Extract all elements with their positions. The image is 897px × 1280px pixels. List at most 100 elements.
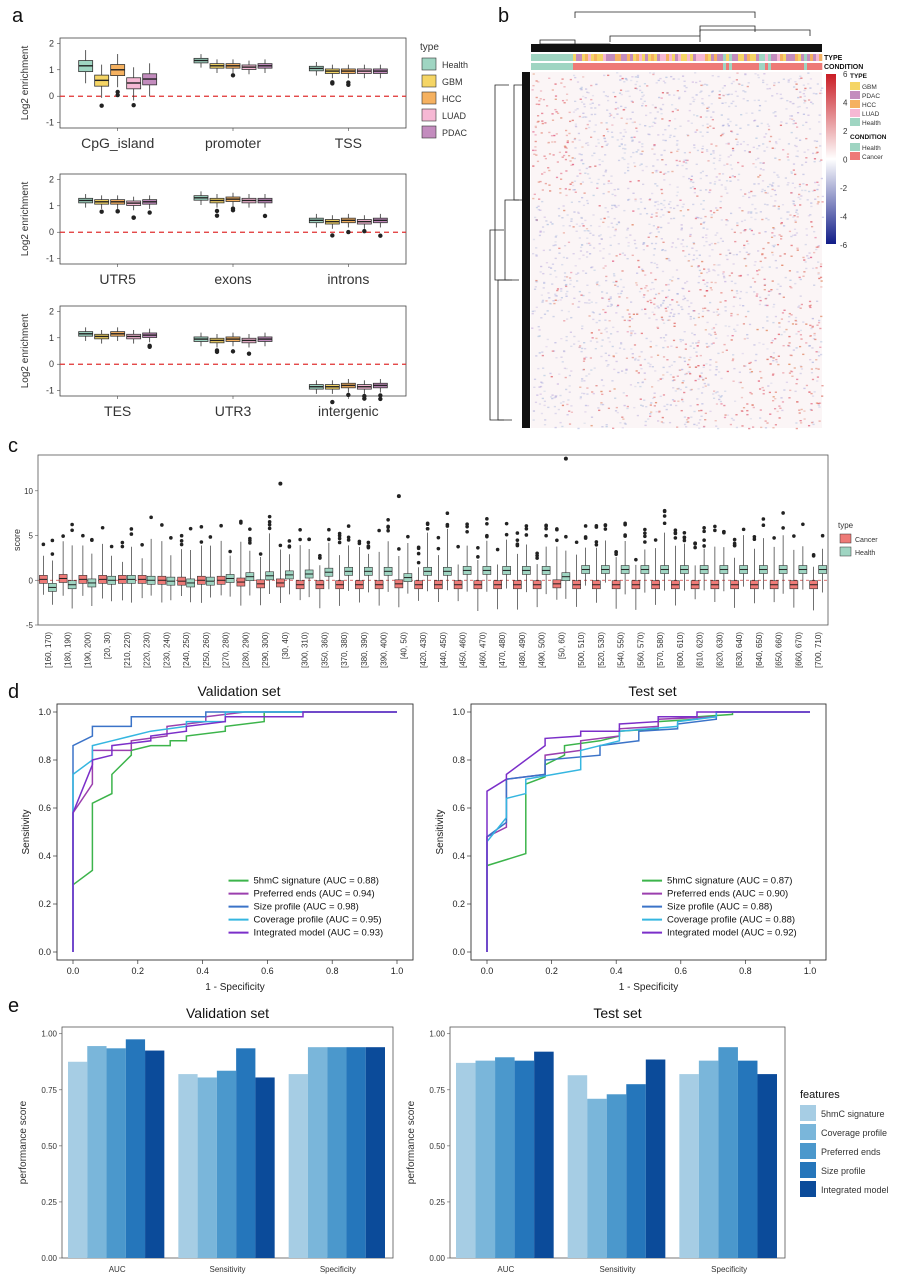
heatmap-cell <box>654 401 658 404</box>
heatmap-cell <box>746 337 749 340</box>
heatmap-cell <box>623 422 626 424</box>
heatmap-cell <box>555 133 558 135</box>
heatmap-cell <box>543 423 547 426</box>
heatmap-cell <box>800 338 803 340</box>
heatmap-cell <box>691 96 694 99</box>
heatmap-cell <box>735 253 738 256</box>
heatmap-cell <box>746 333 749 336</box>
heatmap-cell <box>560 296 564 299</box>
legend-group-title: TYPE <box>850 73 868 80</box>
y-tick-label: -1 <box>46 118 54 128</box>
heatmap-cell <box>676 186 679 188</box>
heatmap-cell <box>721 102 724 104</box>
type-cell <box>558 54 562 61</box>
heatmap-cell <box>799 278 802 281</box>
heatmap-cell <box>543 374 546 377</box>
heatmap-cell <box>742 305 745 307</box>
heatmap-cell <box>655 235 658 238</box>
heatmap-cell <box>569 183 572 185</box>
outlier-point <box>792 534 796 538</box>
heatmap-cell <box>568 410 571 412</box>
heatmap-cell <box>817 201 820 203</box>
heatmap-cell <box>626 407 629 410</box>
heatmap-cell <box>680 306 683 308</box>
heatmap-cell <box>819 145 822 147</box>
heatmap-cell <box>554 244 557 246</box>
heatmap-cell <box>554 83 557 85</box>
type-cell <box>786 54 790 61</box>
heatmap-cell <box>710 116 713 118</box>
heatmap-cell <box>654 169 657 172</box>
heatmap-cell <box>757 76 760 79</box>
condition-cell <box>603 63 607 70</box>
heatmap-cell <box>629 234 632 236</box>
heatmap-cell <box>597 407 600 409</box>
heatmap-cell <box>602 135 605 137</box>
outlier-point <box>346 392 351 398</box>
heatmap-cell <box>694 324 697 326</box>
heatmap-cell <box>639 198 642 200</box>
dendrogram-branch <box>513 84 528 201</box>
heatmap-cell <box>534 134 537 136</box>
heatmap-cell <box>607 298 611 301</box>
heatmap-cell <box>804 261 807 263</box>
heatmap-cell <box>659 171 662 173</box>
y-tick-label: 0.8 <box>452 755 465 765</box>
heatmap-cell <box>620 93 623 96</box>
heatmap-cell <box>569 160 572 162</box>
heatmap-cell <box>713 270 716 272</box>
y-tick-label: 1.00 <box>41 1030 57 1039</box>
heatmap-cell <box>566 140 569 142</box>
heatmap-cell <box>555 234 558 237</box>
heatmap-cell <box>749 391 752 394</box>
heatmap-cell <box>661 103 665 106</box>
heatmap-cell <box>628 95 631 98</box>
type-cell <box>594 54 598 61</box>
heatmap-cell <box>742 229 746 232</box>
heatmap-cell <box>696 266 700 268</box>
x-category-label: Specificity <box>320 1265 356 1274</box>
heatmap-cell <box>653 262 656 264</box>
heatmap-cell <box>548 131 551 134</box>
legend-label: Coverage profile (AUC = 0.95) <box>254 915 382 926</box>
heatmap-cell <box>597 142 600 144</box>
heatmap-cell <box>773 408 777 410</box>
type-cell <box>768 54 772 61</box>
x-category-label: [480, 490) <box>518 632 527 668</box>
heatmap-cell <box>717 241 720 244</box>
heatmap-cell <box>677 238 680 240</box>
heatmap-cell <box>629 180 632 183</box>
heatmap-cell <box>820 286 823 288</box>
legend-label: Integrated model (AUC = 0.93) <box>254 928 384 939</box>
heatmap-cell <box>794 390 797 393</box>
heatmap-cell <box>700 90 703 92</box>
heatmap-cell <box>668 365 671 368</box>
type-cell <box>567 54 571 61</box>
heatmap-cell <box>680 243 683 245</box>
condition-cell <box>798 63 802 70</box>
heatmap-cell <box>646 290 649 292</box>
legend-label: HCC <box>442 94 462 104</box>
outlier-point <box>346 229 351 235</box>
heatmap-cell <box>579 98 582 100</box>
heatmap-cell <box>631 254 634 257</box>
heatmap-cell <box>532 165 535 167</box>
heatmap-cell <box>746 144 749 146</box>
heatmap-cell <box>682 288 685 290</box>
heatmap-cell <box>783 253 786 255</box>
heatmap-cell <box>670 246 674 248</box>
condition-cell <box>696 63 700 70</box>
heatmap-cell <box>687 120 690 122</box>
heatmap-cell <box>650 301 653 304</box>
heatmap-cell <box>793 367 796 369</box>
heatmap-cell <box>796 155 800 158</box>
heatmap-cell <box>544 419 547 421</box>
heatmap-cell <box>756 74 760 76</box>
heatmap-cell <box>792 203 795 205</box>
bar-5hmc-signature <box>679 1074 699 1258</box>
heatmap-cell <box>565 335 568 338</box>
heatmap-cell <box>541 397 544 400</box>
heatmap-cell <box>548 297 551 299</box>
heatmap-cell <box>720 219 723 221</box>
heatmap-cell <box>821 395 824 397</box>
